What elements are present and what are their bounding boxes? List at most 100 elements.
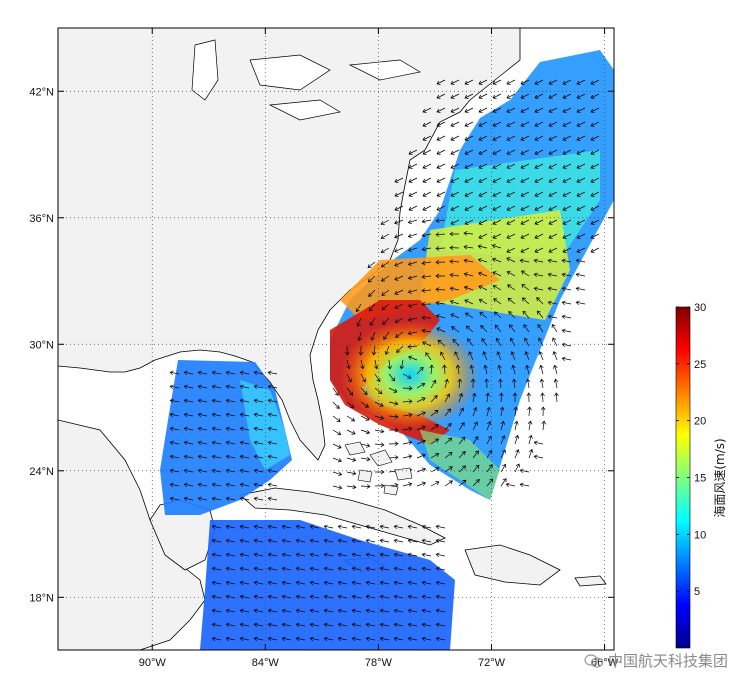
wind-arrow [520,247,530,253]
wind-arrow [552,351,558,361]
wind-arrow [394,289,404,295]
wind-arrow [463,285,474,291]
wind-arrow [472,407,478,417]
wind-arrow [183,482,194,488]
wind-arrow [225,622,236,628]
wind-arrow [500,435,506,445]
wind-arrow [211,538,222,544]
wind-arrow [464,163,474,169]
wind-arrow [576,247,586,253]
wind-arrow [295,566,306,572]
wind-arrow [388,401,399,406]
wind-arrow [239,636,250,642]
wind-arrow [225,370,236,376]
wind-arrow [351,552,362,558]
wind-arrow [267,538,278,544]
wind-arrow [408,149,418,155]
wind-arrow [458,407,464,417]
wind-arrow [407,275,418,280]
wind-arrow [536,310,544,319]
wind-arrow [436,135,446,141]
wind-arrow [211,412,222,418]
wind-arrow [449,299,460,305]
wind-arrow [267,580,278,586]
wind-arrow [407,580,418,586]
wind-arrow [450,121,460,127]
wind-arrow [472,392,477,403]
wind-arrow [520,233,530,239]
wind-arrow [524,337,530,347]
wind-arrow [464,299,474,305]
wind-arrow [393,538,404,544]
wind-arrow [450,177,460,183]
wind-arrow [407,303,418,308]
wind-arrow [510,351,516,361]
wind-arrow [562,79,572,85]
wind-arrow [527,420,533,431]
wind-arrow [590,149,600,155]
wind-arrow [360,443,371,448]
wind-arrow [548,163,558,169]
wind-arrow [464,135,474,141]
wind-arrow [500,478,507,487]
wind-arrow [281,580,292,586]
wind-arrow [450,163,460,169]
wind-arrow [464,191,474,197]
wind-arrow [407,261,418,266]
wind-arrow [486,421,492,431]
wind-arrow [211,398,222,404]
wind-arrow [369,317,376,327]
wind-arrow [337,566,348,572]
wind-arrow [368,289,376,297]
wind-arrow [491,243,502,249]
wind-arrow [429,364,434,375]
wind-arrow [295,594,306,600]
wind-arrow [225,636,236,642]
wind-arrow [435,594,446,600]
wind-arrow [295,538,306,544]
wind-arrow [197,496,208,502]
wind-arrow [169,454,180,460]
wind-arrow [435,524,446,530]
wind-arrow [450,205,460,211]
wind-arrow [435,287,446,292]
wind-arrow [381,289,390,296]
wind-arrow [547,300,558,306]
wind-arrow [211,608,222,614]
wind-arrow [562,177,572,183]
wind-arrow [478,285,488,291]
wind-arrow [553,364,558,375]
wind-arrow [541,420,547,431]
wind-arrow [561,286,572,292]
wind-arrow [351,608,362,614]
wind-arrow [345,345,350,356]
wind-arrow [394,303,404,309]
wind-arrow [590,163,600,169]
wind-arrow [463,272,474,277]
wind-arrow [211,566,222,572]
wind-arrow [493,298,502,305]
wind-arrow [407,219,418,225]
wind-arrow [444,408,451,417]
wind-arrow [548,107,558,113]
wind-arrow [225,384,236,390]
wind-arrow [395,331,404,338]
wind-arrow [374,428,385,434]
land-mexico [58,419,206,650]
wind-arrow [436,149,446,155]
wind-arrow [430,438,440,445]
wind-arrow [425,352,432,361]
wind-arrow [520,163,530,169]
wind-arrow [533,454,544,460]
wind-arrow [374,387,383,395]
wind-arrow [422,149,432,155]
wind-arrow [435,232,446,237]
wind-arrow [253,454,264,460]
wind-arrow [548,191,558,197]
wind-arrow [239,622,250,628]
wind-arrow [492,284,502,291]
wind-arrow [422,163,432,169]
lat-tick-label: 30°N [29,339,54,351]
wind-arrow [539,378,545,389]
wind-arrow [430,409,439,417]
